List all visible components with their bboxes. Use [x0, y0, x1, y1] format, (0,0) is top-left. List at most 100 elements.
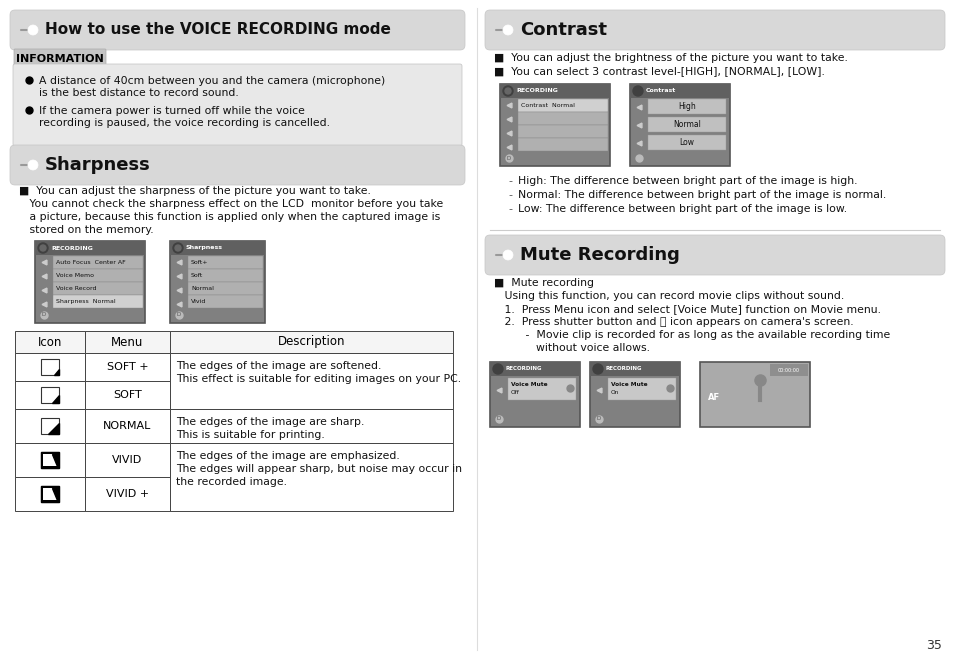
- Bar: [170, 331, 453, 353]
- Text: 35: 35: [925, 639, 941, 652]
- Text: Voice Record: Voice Record: [56, 286, 96, 291]
- Bar: [170, 443, 453, 511]
- Polygon shape: [41, 452, 59, 468]
- Text: SOFT: SOFT: [113, 390, 142, 400]
- FancyBboxPatch shape: [10, 145, 464, 185]
- Circle shape: [504, 88, 511, 94]
- Text: D: D: [176, 312, 181, 317]
- Bar: [85, 331, 170, 353]
- Text: -: -: [507, 204, 512, 214]
- Circle shape: [493, 364, 502, 374]
- Text: AF: AF: [707, 393, 720, 401]
- Bar: [607, 378, 676, 400]
- Text: High: High: [678, 102, 695, 111]
- Bar: [490, 362, 579, 376]
- Bar: [41, 486, 59, 502]
- Bar: [41, 418, 59, 434]
- Text: Contrast: Contrast: [519, 21, 606, 39]
- Bar: [499, 84, 609, 98]
- Text: VIVID: VIVID: [112, 455, 143, 465]
- Bar: [647, 135, 725, 150]
- Text: D: D: [42, 312, 46, 317]
- FancyBboxPatch shape: [484, 235, 944, 275]
- Circle shape: [633, 86, 642, 96]
- Bar: [41, 359, 59, 375]
- Bar: [490, 362, 579, 427]
- Text: Normal: The difference between bright part of the image is normal.: Normal: The difference between bright pa…: [517, 190, 885, 200]
- Bar: [43, 454, 57, 466]
- Text: Contrast: Contrast: [645, 88, 676, 94]
- Bar: [53, 282, 143, 295]
- Text: The edges of the image are emphasized.: The edges of the image are emphasized.: [175, 451, 399, 461]
- Text: Soft+: Soft+: [191, 260, 209, 265]
- Text: D: D: [506, 156, 511, 160]
- Text: VIVID +: VIVID +: [106, 489, 149, 499]
- Text: stored on the memory.: stored on the memory.: [19, 225, 153, 235]
- Bar: [85, 353, 170, 381]
- Bar: [15, 477, 85, 511]
- Bar: [188, 269, 263, 282]
- FancyBboxPatch shape: [13, 64, 461, 146]
- Text: Normal: Normal: [191, 286, 213, 291]
- Bar: [188, 295, 263, 308]
- Polygon shape: [52, 454, 57, 466]
- Text: 00:00:00: 00:00:00: [778, 368, 800, 372]
- Text: RECORDING: RECORDING: [51, 246, 92, 251]
- Circle shape: [502, 25, 513, 35]
- Text: Contrast  Normal: Contrast Normal: [520, 103, 575, 108]
- Text: a picture, because this function is applied only when the captured image is: a picture, because this function is appl…: [19, 212, 439, 222]
- Text: The edges of the image are softened.: The edges of the image are softened.: [175, 361, 381, 371]
- Circle shape: [40, 245, 46, 251]
- Bar: [507, 378, 576, 400]
- Polygon shape: [51, 395, 59, 403]
- Text: The edges will appear sharp, but noise may occur in: The edges will appear sharp, but noise m…: [175, 464, 461, 474]
- Text: -: -: [507, 176, 512, 186]
- Polygon shape: [52, 488, 57, 500]
- Text: Voice Memo: Voice Memo: [56, 273, 94, 278]
- FancyBboxPatch shape: [484, 10, 944, 50]
- Text: -: -: [507, 190, 512, 200]
- Text: High: The difference between bright part of the image is high.: High: The difference between bright part…: [517, 176, 857, 186]
- Bar: [170, 409, 453, 443]
- Text: 2.  Press shutter button and Ⓜ icon appears on camera's screen.: 2. Press shutter button and Ⓜ icon appea…: [494, 317, 853, 327]
- Text: Off: Off: [511, 390, 519, 395]
- Bar: [53, 295, 143, 308]
- Text: -  Movie clip is recorded for as long as the available recording time: - Movie clip is recorded for as long as …: [494, 330, 889, 340]
- Text: Sharpness: Sharpness: [45, 156, 151, 174]
- Circle shape: [502, 86, 513, 96]
- Bar: [170, 353, 453, 409]
- Text: Using this function, you can record movie clips without sound.: Using this function, you can record movi…: [494, 291, 843, 301]
- Text: RECORDING: RECORDING: [505, 366, 542, 372]
- Bar: [43, 488, 57, 500]
- FancyBboxPatch shape: [10, 10, 464, 50]
- Text: Vivid: Vivid: [191, 299, 206, 304]
- Text: Sharpness: Sharpness: [186, 246, 223, 251]
- Bar: [41, 387, 59, 403]
- Circle shape: [174, 245, 181, 251]
- Bar: [188, 282, 263, 295]
- Bar: [85, 409, 170, 443]
- Bar: [85, 381, 170, 409]
- Bar: [15, 381, 85, 409]
- Bar: [629, 84, 729, 98]
- Bar: [35, 241, 145, 255]
- Text: INFORMATION: INFORMATION: [16, 53, 104, 63]
- Text: Voice Mute: Voice Mute: [610, 382, 647, 387]
- Text: Auto Focus  Center AF: Auto Focus Center AF: [56, 260, 126, 265]
- Text: SOFT +: SOFT +: [107, 362, 148, 372]
- Text: is the best distance to record sound.: is the best distance to record sound.: [39, 88, 238, 98]
- Text: Voice Mute: Voice Mute: [511, 382, 547, 387]
- Text: Soft: Soft: [191, 273, 203, 278]
- Bar: [647, 117, 725, 132]
- Text: RECORDING: RECORDING: [516, 88, 558, 94]
- Text: Low: Low: [679, 138, 694, 147]
- Text: NORMAL: NORMAL: [103, 421, 152, 431]
- Bar: [589, 362, 679, 376]
- Text: How to use the VOICE RECORDING mode: How to use the VOICE RECORDING mode: [45, 22, 391, 38]
- Text: ■  You can adjust the sharpness of the picture you want to take.: ■ You can adjust the sharpness of the pi…: [19, 186, 371, 196]
- Bar: [629, 84, 729, 166]
- Bar: [15, 409, 85, 443]
- Bar: [35, 241, 145, 323]
- Text: The edges of the image are sharp.: The edges of the image are sharp.: [175, 417, 364, 427]
- Text: ■  You can adjust the brightness of the picture you want to take.: ■ You can adjust the brightness of the p…: [494, 53, 847, 63]
